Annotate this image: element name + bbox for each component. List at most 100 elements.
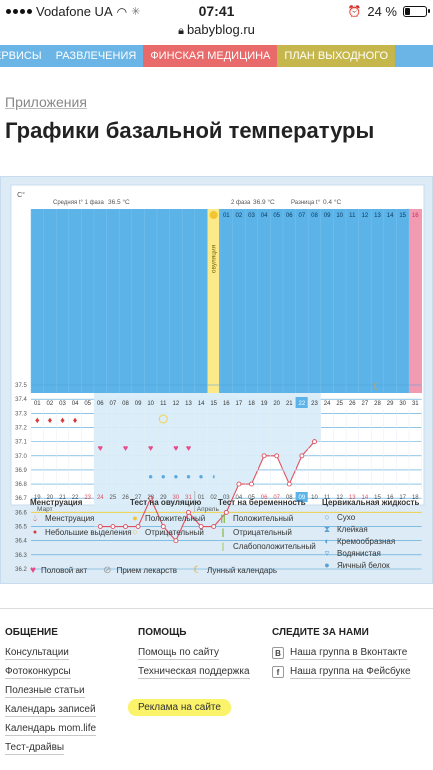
- footer-link[interactable]: Тест-драйвы: [5, 742, 65, 755]
- legend-label: Слабоположительный: [233, 541, 316, 551]
- cycle-day-label: 31: [412, 401, 419, 407]
- cycle-day-label: 07: [110, 401, 117, 407]
- cycle-day-label: 08: [122, 401, 129, 407]
- site-footer: Общение Консультации Фотоконкурсы Полезн…: [0, 608, 433, 770]
- legend-label: Половой акт: [40, 566, 88, 575]
- advertising-link[interactable]: Реклама на сайте: [128, 699, 231, 716]
- legend-label: Водянистая: [337, 548, 381, 558]
- ovulation-column: [207, 209, 219, 393]
- cycle-day-label: 23: [311, 401, 318, 407]
- cycle-day-label: 04: [261, 213, 268, 219]
- temperature-point: [97, 524, 103, 529]
- day-cell: [320, 209, 333, 220]
- footer-link[interactable]: Полезные статьи: [5, 685, 85, 698]
- date-label: 02: [210, 495, 217, 501]
- cycle-day-label: 28: [374, 401, 381, 407]
- cycle-day-label: 24: [324, 401, 331, 407]
- day-cell: [270, 209, 283, 220]
- breadcrumb[interactable]: Приложения: [5, 94, 87, 110]
- footer-col-help: Помощь Помощь по сайту Техническая подде…: [128, 627, 250, 721]
- battery-fill: [405, 8, 410, 15]
- temperature-point: [198, 524, 204, 529]
- day-cell: [346, 209, 359, 220]
- cycle-day-label: 09: [135, 401, 142, 407]
- menstruation-drop-icon: ♦: [73, 415, 78, 425]
- legend-bottom: ♥ Половой акт ⊘ Прием лекарств ☾ Лунный кал…: [30, 565, 277, 576]
- url-text: babyblog.ru: [186, 22, 255, 37]
- watery-icon: ▿: [324, 547, 330, 558]
- legend-menstruation: Менструация 💧︎ Менструация ● Небольшие выд…: [30, 498, 132, 539]
- footer-col-follow: Следите за нами B Наша группа в Вконтакте…: [272, 627, 411, 684]
- vk-group-link[interactable]: Наша группа в Вконтакте: [290, 647, 408, 660]
- status-left: Vodafone UA ◠ ✳: [6, 4, 140, 19]
- avg1-label: Средняя t° 1 фаза: [53, 200, 105, 206]
- footer-link[interactable]: Фотоконкурсы: [5, 666, 71, 679]
- moon-icon: ☾: [193, 565, 202, 576]
- ovulation-label: овуляция: [211, 244, 218, 273]
- nav-item[interactable]: Развлечения: [55, 50, 137, 62]
- facebook-group-link[interactable]: Наша группа на Фейсбуке: [290, 666, 411, 679]
- url-bar[interactable]: 🔒︎ babyblog.ru: [0, 22, 433, 42]
- y-tick-label: 37.0: [15, 454, 27, 460]
- date-label: 27: [135, 495, 142, 501]
- day-cell: [295, 209, 308, 220]
- cycle-day-label: 02: [236, 213, 243, 219]
- today-date-cell: [295, 492, 308, 502]
- date-label: 21: [59, 495, 66, 501]
- small-drop-icon: ●: [32, 528, 38, 536]
- nav-item[interactable]: ервисы: [0, 50, 42, 62]
- footer-link[interactable]: Календарь записей: [5, 704, 96, 717]
- temperature-point: [186, 509, 191, 515]
- footer-heading: Следите за нами: [272, 627, 369, 638]
- cycle-day-label: 16: [412, 213, 419, 219]
- cycle-day-label: 15: [210, 401, 217, 407]
- cycle-day-label: 29: [387, 401, 394, 407]
- legend-title: Тест на овуляцию: [130, 498, 202, 507]
- legend-label: Кремообразная: [337, 536, 396, 546]
- date-label: 12: [336, 495, 343, 501]
- month-label: Март: [37, 506, 53, 513]
- cycle-day-label: 10: [336, 213, 343, 219]
- vk-icon: B: [272, 647, 284, 659]
- date-label: 19: [34, 495, 41, 501]
- legend-label: Небольшие выделения: [45, 527, 132, 537]
- date-label: 30: [173, 495, 180, 501]
- footer-link[interactable]: Техническая поддержка: [138, 666, 250, 679]
- date-label: 23: [84, 495, 91, 501]
- positive-circle-icon: ●: [132, 513, 138, 523]
- footer-link[interactable]: Помощь по сайту: [138, 647, 219, 660]
- nav-item[interactable]: Финская медицина: [143, 45, 278, 67]
- day-cell: [232, 209, 245, 220]
- cycle-day-label: 13: [374, 213, 381, 219]
- temperature-point: [223, 509, 229, 515]
- cycle-day-label: 12: [173, 401, 180, 407]
- legend-mucus: Цервикальная жидкость ○ Сухо ⧗ Клейкая ◐ Кр…: [322, 498, 419, 571]
- bbt-chart[interactable]: C° Средняя t° 1 фаза 36.5 °C 2 фаза 36.9 °C Р…: [1, 177, 433, 585]
- day-cell: [396, 209, 409, 220]
- weak-test-icon: |: [221, 541, 225, 551]
- y-tick-label: 36.9: [15, 468, 27, 474]
- unit-label: C°: [17, 191, 25, 199]
- date-label: 20: [47, 495, 54, 501]
- day-cell: [245, 209, 258, 220]
- legend-label: Сухо: [337, 512, 356, 522]
- cycle-day-label: 05: [84, 401, 91, 407]
- temperature-point: [312, 439, 317, 445]
- temperature-point: [249, 481, 254, 487]
- facebook-icon: f: [272, 666, 284, 678]
- footer-link[interactable]: Консультации: [5, 647, 69, 660]
- cycle-day-label: 10: [147, 401, 154, 407]
- heart-icon: ♥: [98, 443, 103, 453]
- y-tick-label: 37.4: [15, 397, 27, 403]
- cycle-day-label: 11: [160, 401, 167, 407]
- day-cell: [371, 209, 384, 220]
- nav-item[interactable]: План выходного: [277, 45, 396, 67]
- footer-link[interactable]: Календарь mom.life: [5, 723, 97, 736]
- heart-icon: ♥: [186, 443, 191, 453]
- date-label: 08: [286, 495, 293, 501]
- cycle-day-label: 27: [362, 401, 369, 407]
- date-label: 25: [110, 495, 117, 501]
- y-tick-label: 37.3: [15, 411, 27, 417]
- date-label: 17: [399, 495, 406, 501]
- cycle-day-label: 18: [248, 401, 255, 407]
